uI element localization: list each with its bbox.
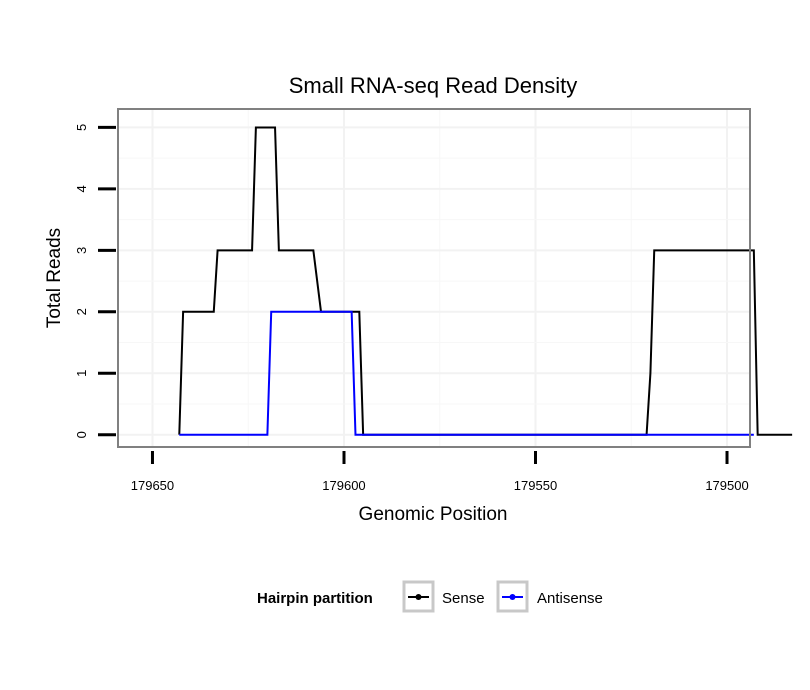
series-line-antisense [179, 310, 754, 436]
y-tick-label: 3 [74, 247, 89, 254]
y-tick-label: 4 [74, 185, 89, 192]
legend-point-antisense [509, 594, 516, 600]
y-tick-label: 5 [74, 124, 89, 131]
y-tick-label: 0 [74, 431, 89, 438]
y-axis-label: Total Reads [44, 228, 65, 328]
x-tick-label: 179550 [514, 478, 557, 493]
legend-title: Hairpin partition [257, 590, 373, 607]
x-axis-label: Genomic Position [359, 504, 508, 525]
y-tick-label: 1 [74, 370, 89, 377]
legend-item-antisense: Antisense [496, 580, 603, 613]
legend-label-sense: Sense [442, 590, 485, 607]
series-layer [178, 126, 793, 436]
x-tick-label: 179650 [131, 478, 174, 493]
plot-panel-border [117, 108, 751, 448]
legend-label-antisense: Antisense [537, 590, 603, 607]
legend-item-sense: Sense [402, 580, 485, 613]
x-axis: 179650 179600 179550 179500 [131, 451, 749, 493]
x-tick-label: 179500 [705, 478, 748, 493]
legend-point-sense [415, 594, 422, 600]
grid [118, 109, 750, 447]
chart-title: Small RNA-seq Read Density [289, 73, 578, 98]
legend: Hairpin partition Sense Antisense [257, 580, 603, 613]
x-tick-label: 179600 [322, 478, 365, 493]
y-axis: 0 1 2 3 4 5 [74, 124, 116, 438]
y-tick-label: 2 [74, 308, 89, 315]
